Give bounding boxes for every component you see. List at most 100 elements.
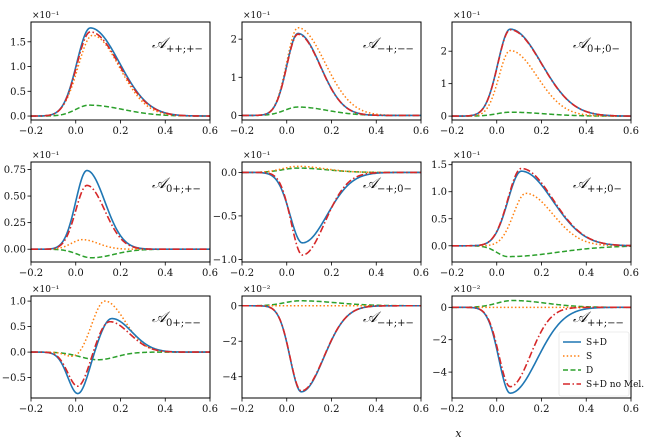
x-tick-label: −0.2 xyxy=(19,268,43,279)
series-line-SDnoMel xyxy=(31,184,210,251)
x-tick-label: 0.0 xyxy=(489,268,505,279)
panel-curves xyxy=(452,28,631,117)
x-tick-label: 0.6 xyxy=(202,126,218,137)
y-tick-label: 1.5 xyxy=(431,160,447,171)
y-tick-label: −4 xyxy=(222,372,237,383)
x-tick-label: 0.4 xyxy=(578,404,594,415)
y-tick-label: 0.25 xyxy=(4,218,26,229)
y-exponent-label: ×10⁻² xyxy=(243,285,271,295)
legend: S+D SD S+D no Mel. xyxy=(558,331,644,397)
y-tick-label: 1 xyxy=(231,73,237,84)
x-tick-label: 0.2 xyxy=(324,126,340,137)
y-tick-label: −2 xyxy=(222,337,237,348)
x-axis-label: x xyxy=(455,427,462,440)
y-tick-label: 0.5 xyxy=(431,214,447,225)
series-line-D xyxy=(452,299,631,309)
x-tick-label: −0.2 xyxy=(440,404,464,415)
series-line-SD xyxy=(31,169,210,251)
legend-label: S xyxy=(586,352,592,362)
x-tick-label: 0.4 xyxy=(157,404,173,415)
series-line-D xyxy=(242,106,421,117)
series-line-SDnoMel xyxy=(31,320,210,387)
x-tick-label: −0.2 xyxy=(19,404,43,415)
y-tick-label: 0.0 xyxy=(221,168,237,179)
axes-frame xyxy=(30,21,211,121)
x-tick-label: −0.2 xyxy=(440,126,464,137)
panel-title-subscript: ++;+− xyxy=(166,44,203,55)
legend-box xyxy=(558,331,630,397)
panel-9: −0.2 0.0 0.2 0.4 0.60−2−4×10⁻²𝒜 ++;−− xyxy=(432,285,639,415)
y-tick-label: 0.0 xyxy=(431,241,447,252)
x-tick-label: 0.2 xyxy=(113,126,129,137)
y-tick-label: 0.0 xyxy=(10,112,26,123)
panel-title-subscript: 0+;−− xyxy=(166,318,201,329)
axes-frame xyxy=(30,295,211,399)
panel-title-subscript: −+;+− xyxy=(377,318,414,329)
series-line-S xyxy=(31,238,210,250)
x-tick-label: 0.6 xyxy=(623,126,639,137)
y-exponent-label: ×10⁻¹ xyxy=(32,11,59,21)
series-line-SD xyxy=(242,171,421,244)
panel-curves xyxy=(242,300,421,393)
series-line-SDnoMel xyxy=(242,33,421,117)
x-tick-label: 0.4 xyxy=(368,126,384,137)
series-line-S xyxy=(242,26,421,117)
series-line-S xyxy=(452,49,631,117)
y-tick-label: −1.0 xyxy=(213,255,237,266)
panel-curves xyxy=(452,299,631,394)
panel-7: −0.2 0.0 0.2 0.4 0.6−0.50.00.51.0×10⁻¹𝒜 0+;−− xyxy=(2,285,218,415)
y-tick-label: 0.5 xyxy=(10,322,26,333)
y-tick-label: −0.5 xyxy=(2,373,26,384)
panel-1: −0.2 0.0 0.2 0.4 0.60.00.51.01.5×10⁻¹𝒜 ++;+− xyxy=(10,11,218,137)
panel-curves xyxy=(31,300,210,395)
x-tick-label: 0.2 xyxy=(113,404,129,415)
y-tick-label: 2 xyxy=(441,47,447,58)
y-tick-label: 1.0 xyxy=(10,297,26,308)
y-tick-label: 0 xyxy=(231,301,237,312)
y-tick-label: 0.00 xyxy=(4,245,26,256)
y-exponent-label: ×10⁻¹ xyxy=(32,285,59,295)
legend-label: D xyxy=(586,366,593,376)
series-line-S xyxy=(242,165,421,174)
panel-4: −0.2 0.0 0.2 0.4 0.60.000.250.500.75×10⁻¹𝒜 0+… xyxy=(4,151,218,279)
x-tick-label: 0.0 xyxy=(68,268,84,279)
series-line-SDnoMel xyxy=(452,28,631,117)
series-line-SDnoMel xyxy=(242,304,421,392)
x-tick-label: 0.2 xyxy=(324,268,340,279)
panel-curves xyxy=(242,26,421,117)
panel-title-subscript: ++;0− xyxy=(587,184,622,195)
x-tick-label: 0.6 xyxy=(623,268,639,279)
x-tick-label: 0.0 xyxy=(489,126,505,137)
x-tick-label: 0.0 xyxy=(279,404,295,415)
x-tick-label: −0.2 xyxy=(230,126,254,137)
series-line-SDnoMel xyxy=(31,31,210,117)
panel-curves xyxy=(31,169,210,259)
y-tick-label: −0.5 xyxy=(213,211,237,222)
panel-title-subscript: −+;0− xyxy=(377,184,412,195)
y-tick-label: 0 xyxy=(231,111,237,122)
x-tick-label: 0.6 xyxy=(202,404,218,415)
x-tick-label: 0.0 xyxy=(279,126,295,137)
x-tick-label: −0.2 xyxy=(230,404,254,415)
x-tick-label: −0.2 xyxy=(230,268,254,279)
axes-frame xyxy=(451,21,632,121)
x-tick-label: 0.0 xyxy=(279,268,295,279)
x-tick-label: 0.0 xyxy=(68,126,84,137)
y-exponent-label: ×10⁻¹ xyxy=(243,151,270,161)
x-tick-label: 0.2 xyxy=(534,126,550,137)
x-tick-label: 0.0 xyxy=(489,404,505,415)
x-tick-label: 0.0 xyxy=(68,404,84,415)
panel-curves xyxy=(31,27,210,117)
y-tick-label: 0 xyxy=(441,303,447,314)
x-tick-label: 0.2 xyxy=(113,268,129,279)
x-tick-label: 0.2 xyxy=(534,268,550,279)
y-tick-label: 0.50 xyxy=(4,192,26,203)
series-line-SDnoMel xyxy=(452,167,631,247)
panel-title-subscript: 0+;+− xyxy=(166,184,201,195)
x-tick-label: 0.4 xyxy=(368,404,384,415)
x-tick-label: 0.4 xyxy=(578,268,594,279)
y-tick-label: 1.0 xyxy=(431,187,447,198)
y-exponent-label: ×10⁻² xyxy=(453,285,481,295)
